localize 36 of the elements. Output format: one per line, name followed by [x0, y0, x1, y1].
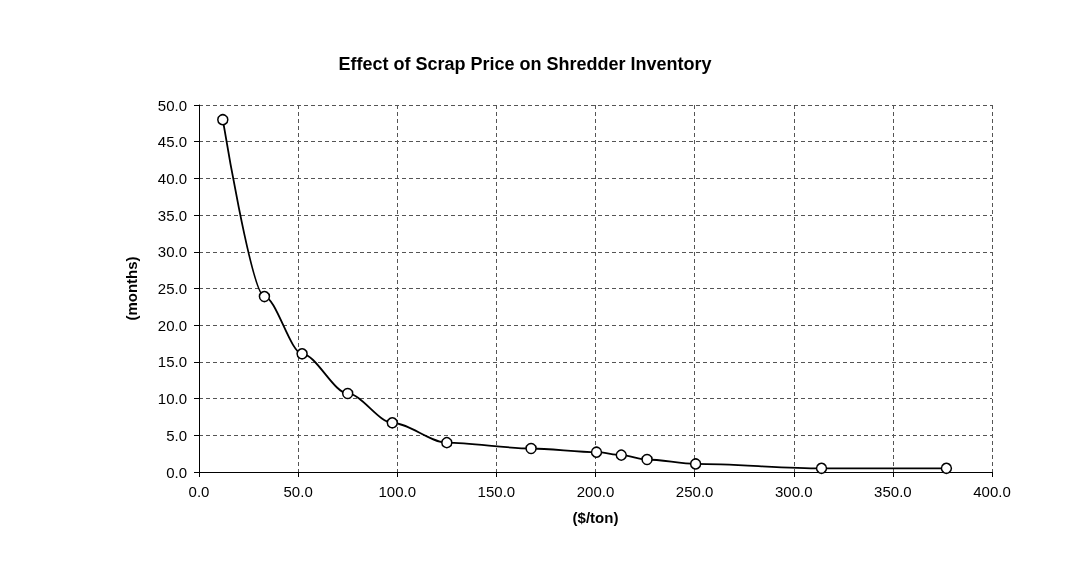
point	[641, 453, 653, 466]
x-tick-label: 250.0	[675, 483, 714, 500]
y-tick-label: 25.0	[157, 280, 187, 297]
y-tick-label: 20.0	[157, 316, 187, 334]
x-tick-label: 350.0	[874, 483, 912, 500]
point	[217, 113, 229, 126]
y-tick-label: 5.0	[166, 426, 187, 444]
point	[940, 462, 953, 475]
y-tick-label: 0.0	[166, 463, 187, 481]
point	[590, 446, 603, 458]
x-axis-title: ($/ton)	[572, 509, 619, 526]
y-tick-label: 50.0	[157, 96, 187, 114]
point	[341, 387, 354, 400]
y-tick-label: 30.0	[157, 243, 187, 261]
point	[525, 442, 537, 455]
y-tick-label: 40.0	[157, 169, 187, 187]
x-tick-label: 300.0	[774, 483, 813, 500]
y-tick-label: 35.0	[157, 206, 187, 224]
x-tick-label: 400.0	[973, 483, 1011, 500]
point	[615, 449, 628, 461]
point	[441, 436, 453, 449]
x-tick-label: 0.0	[188, 483, 210, 500]
point	[815, 462, 828, 475]
point	[296, 348, 308, 360]
y-tick-label: 10.0	[157, 390, 187, 408]
x-tick-label: 200.0	[576, 483, 615, 500]
y-axis-title: (months)	[123, 256, 140, 321]
x-tick-label: 100.0	[378, 483, 417, 500]
x-tick-label: 50.0	[283, 483, 313, 500]
point	[258, 290, 271, 303]
point	[386, 417, 399, 429]
y-tick-label: 45.0	[157, 133, 187, 151]
point	[689, 458, 702, 470]
x-tick-label: 150.0	[477, 483, 516, 500]
y-tick-label: 15.0	[157, 353, 187, 371]
chart-title: Effect of Scrap Price on Shredder Inventory	[338, 54, 712, 74]
